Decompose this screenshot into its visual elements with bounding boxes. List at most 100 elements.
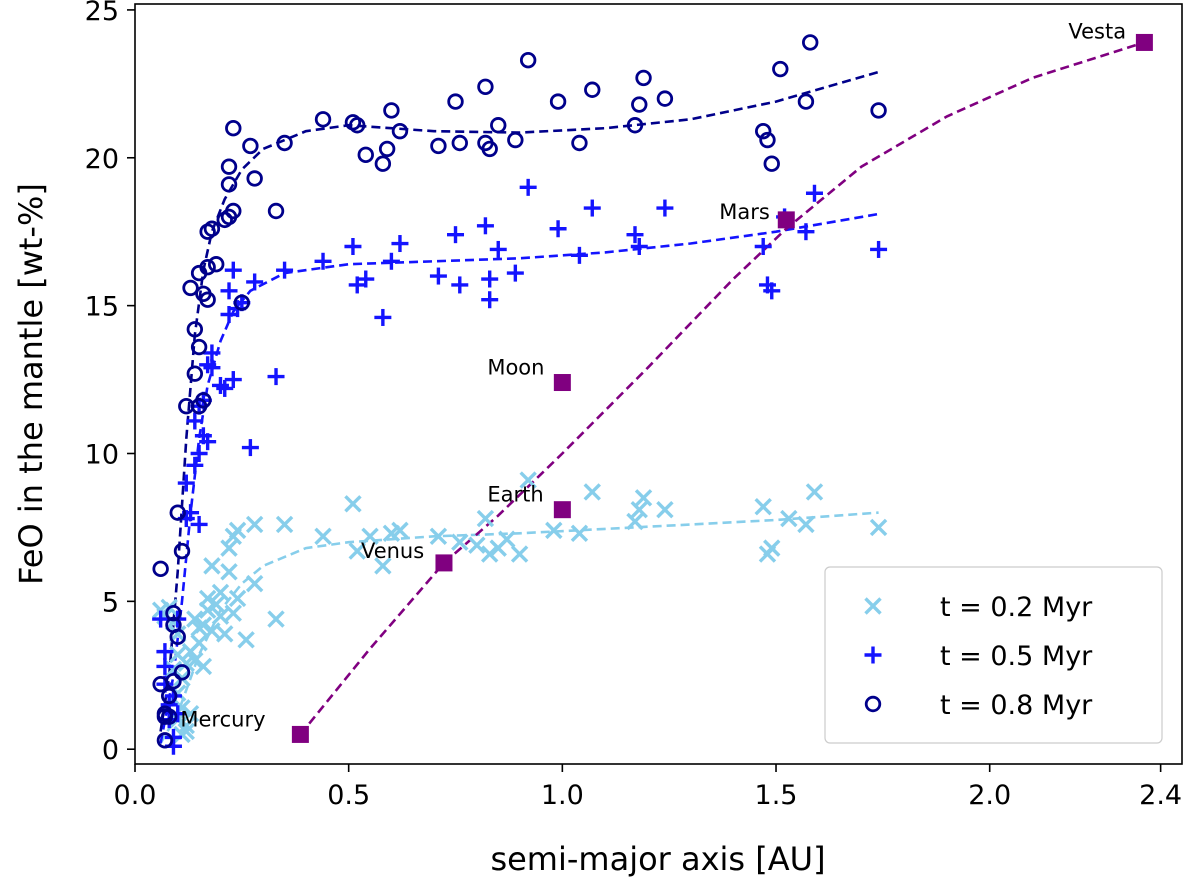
data-point	[203, 359, 221, 377]
data-point	[156, 657, 174, 675]
y-axis-label: FeO in the mantle [wt-%]	[12, 183, 50, 585]
data-point	[186, 321, 204, 338]
data-point	[190, 338, 208, 356]
x-tick-label: 0.0	[114, 780, 157, 811]
data-point	[173, 542, 191, 560]
data-point	[195, 392, 212, 409]
data-point	[549, 220, 567, 238]
data-point	[241, 439, 259, 457]
data-point	[763, 282, 781, 300]
planet-label: Mercury	[180, 707, 265, 731]
data-point	[267, 368, 285, 386]
plot-frame	[134, 3, 1183, 765]
data-point	[763, 155, 780, 172]
planet-marker	[291, 725, 309, 743]
data-point	[169, 625, 187, 643]
data-point	[545, 521, 563, 540]
y-tick-label: 25	[85, 0, 119, 27]
data-point	[216, 379, 234, 397]
legend-label: t = 0.2 Myr	[940, 592, 1093, 623]
trend-line	[159, 70, 879, 732]
x-axis-label: semi-major axis [AU]	[490, 840, 825, 878]
planet-label: Moon	[487, 356, 544, 380]
data-point	[656, 199, 674, 217]
data-point	[583, 199, 601, 217]
data-point	[203, 557, 221, 575]
data-point	[374, 155, 392, 172]
data-point	[245, 515, 264, 534]
data-point	[186, 651, 204, 670]
planet-label: Vesta	[1068, 19, 1126, 43]
data-point	[220, 282, 238, 300]
data-point	[220, 176, 238, 193]
trend-line	[299, 41, 1145, 736]
data-point	[489, 240, 507, 258]
data-point	[870, 102, 887, 119]
data-point	[870, 240, 888, 258]
data-point	[451, 276, 469, 294]
data-point	[481, 270, 499, 288]
data-point	[630, 237, 648, 255]
data-point	[626, 117, 644, 134]
data-point	[225, 120, 242, 137]
data-point	[276, 134, 293, 152]
data-point	[194, 616, 213, 634]
data-point	[165, 604, 182, 622]
data-point	[203, 220, 221, 237]
data-point	[216, 625, 234, 643]
x-tick-label: 1.5	[755, 780, 798, 811]
data-point	[480, 545, 499, 563]
data-point	[357, 270, 375, 288]
data-point	[383, 102, 400, 119]
data-point	[549, 93, 567, 110]
data-point	[510, 545, 529, 563]
legend-marker	[864, 597, 882, 615]
data-point	[451, 134, 468, 152]
legend-label: t = 0.8 Myr	[940, 690, 1093, 721]
data-point	[447, 226, 465, 244]
data-point	[635, 69, 652, 87]
data-point	[349, 117, 366, 134]
data-point	[182, 279, 199, 297]
data-point	[237, 631, 255, 649]
x-tick-label: 2.4	[1139, 780, 1182, 811]
data-point	[173, 725, 191, 744]
data-point	[378, 140, 396, 158]
data-point	[220, 563, 238, 581]
data-point	[220, 158, 238, 175]
planet-label: Mars	[719, 200, 770, 224]
data-point	[152, 610, 170, 628]
data-point	[374, 557, 392, 575]
data-point	[186, 610, 204, 628]
y-axis-ticks: 0 5 10 15 20 25	[85, 0, 135, 766]
data-point	[429, 267, 447, 285]
data-point	[156, 643, 174, 661]
x-tick-label: 1.0	[541, 780, 584, 811]
data-point	[186, 365, 204, 382]
planet-label: Venus	[361, 539, 424, 563]
data-point	[754, 498, 772, 516]
data-point	[476, 217, 494, 235]
planet-markers	[291, 33, 1153, 743]
data-point	[797, 223, 815, 241]
legend-marker	[864, 695, 882, 713]
data-point	[570, 246, 588, 264]
data-points	[151, 34, 888, 755]
data-point	[246, 170, 263, 187]
data-point	[357, 146, 374, 164]
data-point	[626, 512, 644, 531]
data-point	[156, 732, 174, 749]
legend-marker	[864, 646, 882, 664]
data-point	[224, 371, 242, 389]
x-tick-label: 2.0	[968, 780, 1011, 811]
data-point	[228, 589, 247, 608]
data-point	[242, 137, 259, 155]
data-point	[314, 111, 332, 128]
data-point	[225, 202, 242, 220]
data-point	[797, 93, 815, 110]
data-point	[220, 306, 238, 324]
data-point	[199, 258, 216, 276]
data-point	[391, 521, 409, 540]
y-tick-label: 5	[102, 587, 119, 618]
